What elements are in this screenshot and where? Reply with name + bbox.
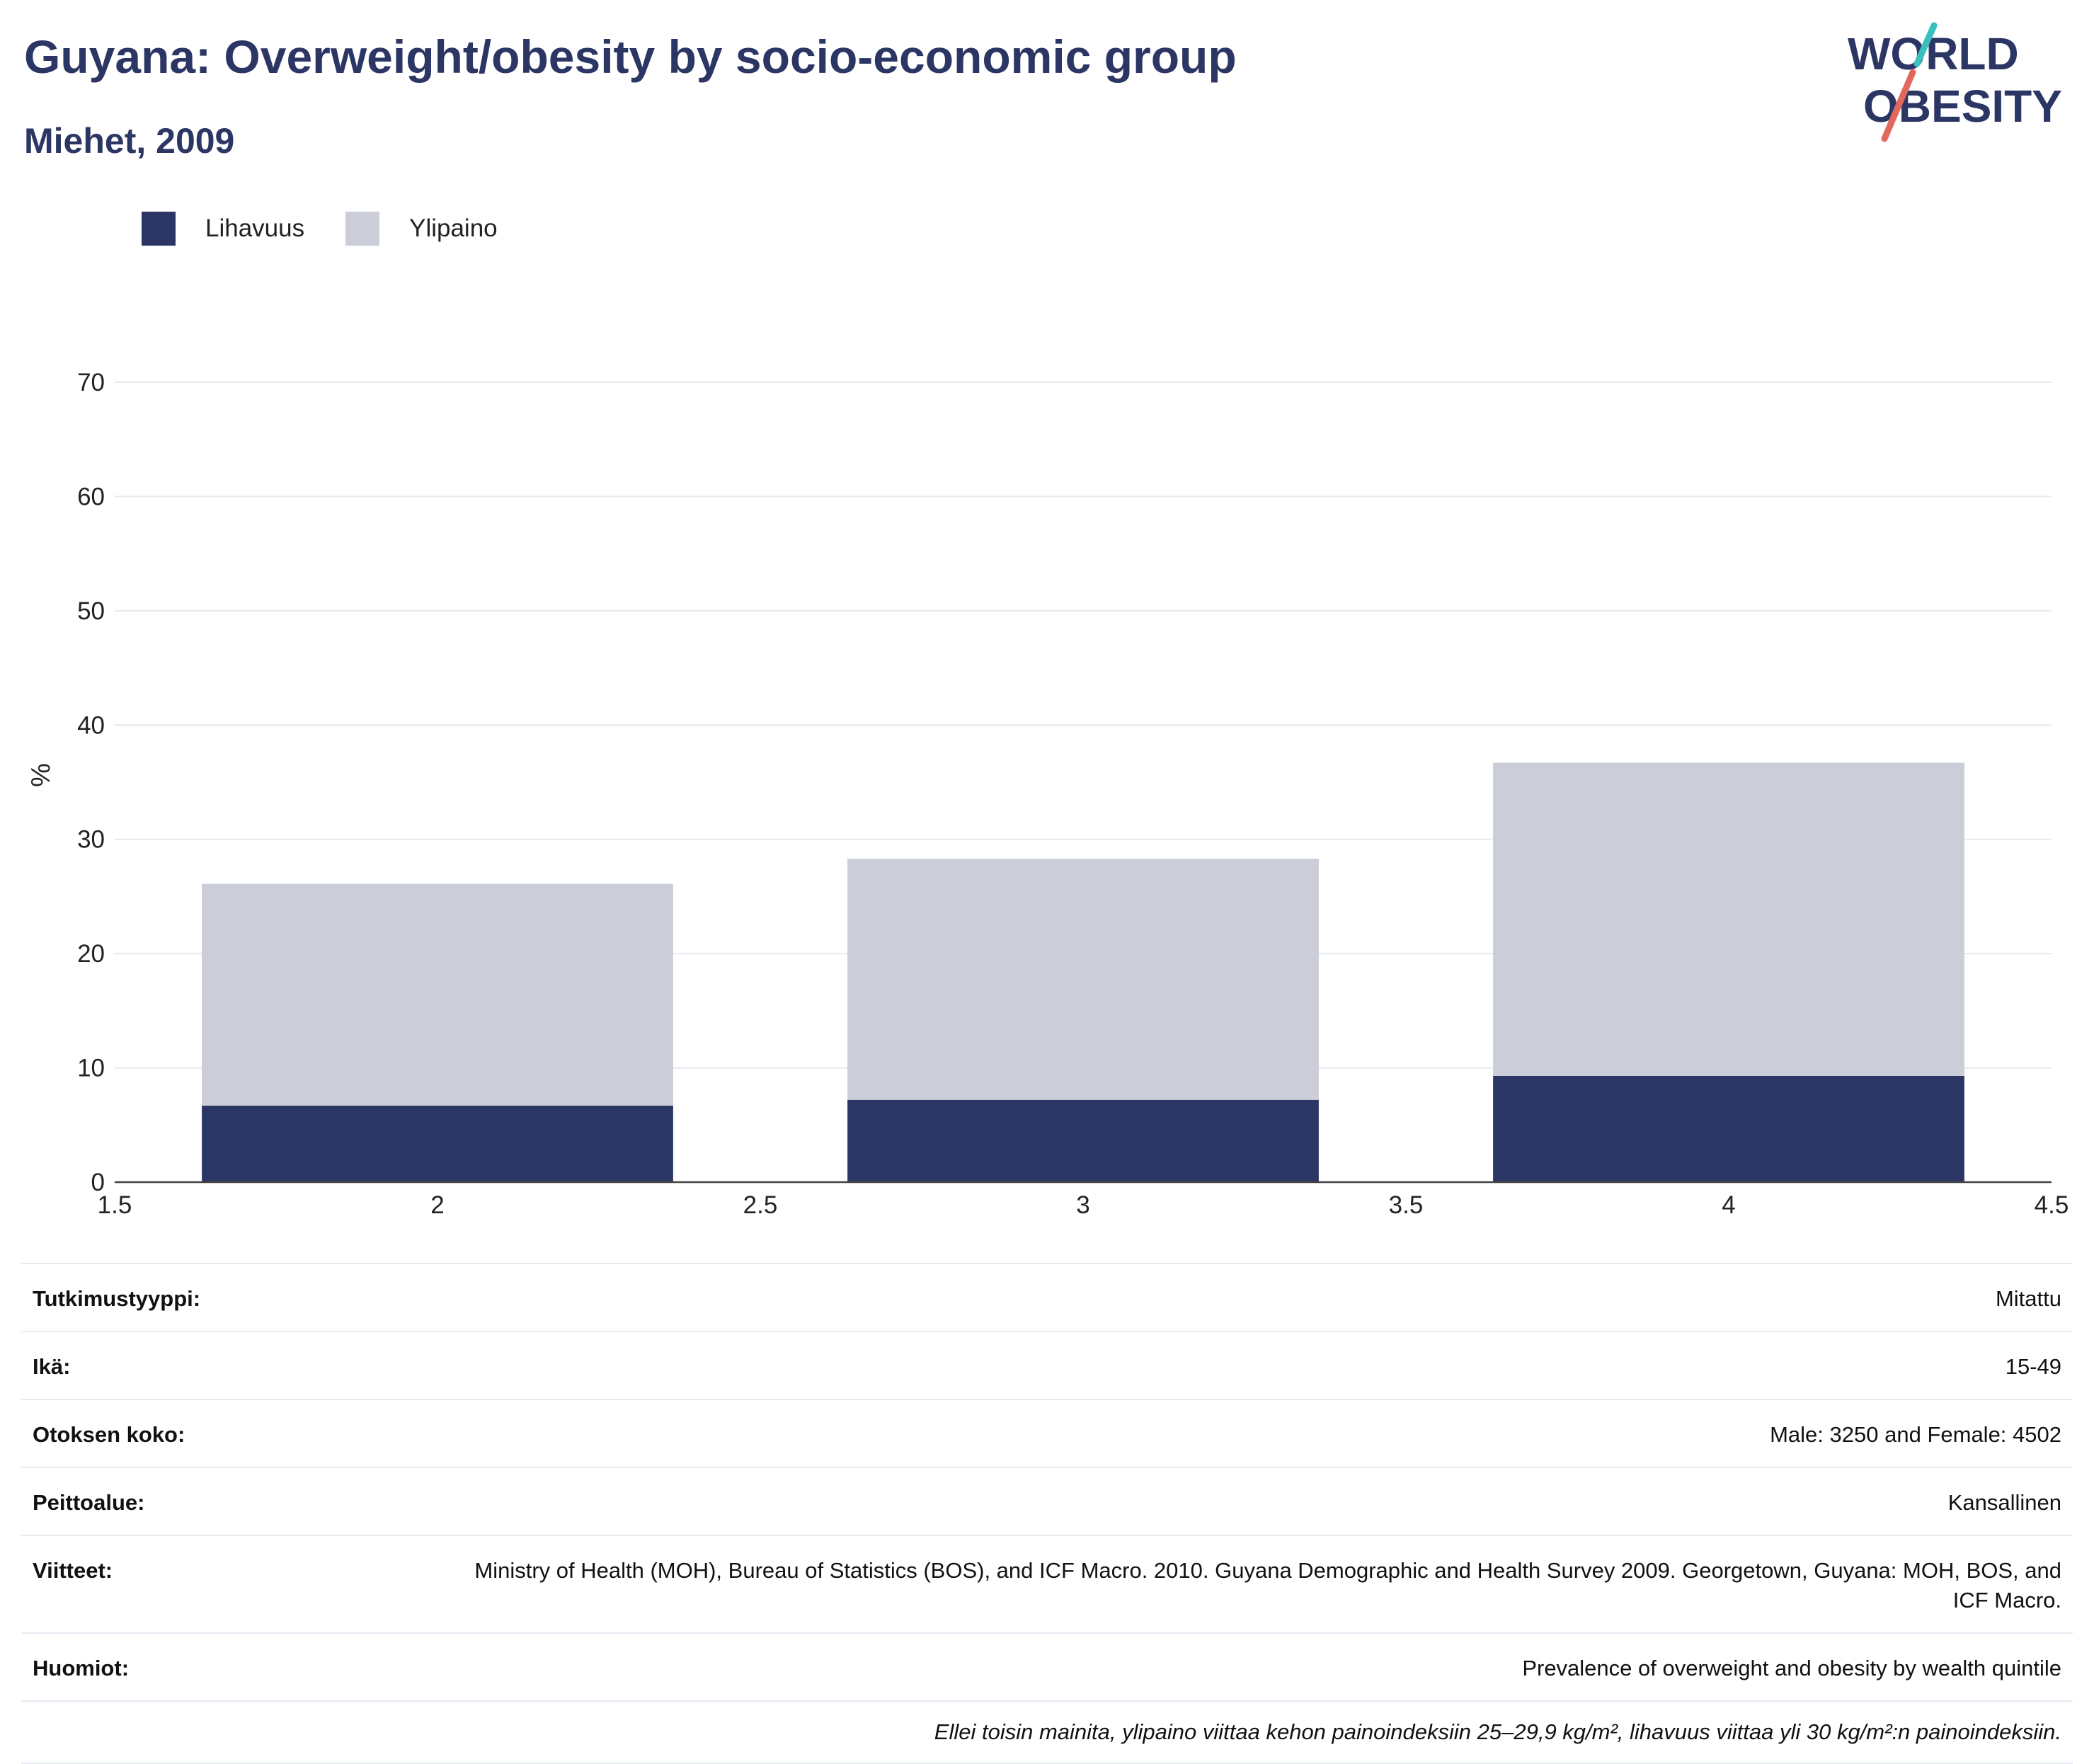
info-key: Viitteet: (33, 1558, 113, 1583)
x-tick-label: 2.5 (743, 1191, 778, 1219)
chart-subtitle: Miehet, 2009 (24, 121, 235, 161)
y-tick-label: 70 (77, 369, 105, 396)
bar-obesity (847, 1099, 1319, 1182)
info-value: Prevalence of overweight and obesity by … (1522, 1656, 2061, 1680)
logo-slash-red (1881, 69, 1916, 142)
bar-chart: 0 10 20 30 40 50 60 70 1.5 2 2.5 3 3.5 4 4.5% (26, 369, 2069, 1219)
info-value: 15-49 (2005, 1354, 2061, 1379)
info-value: Kansallinen (1947, 1490, 2061, 1515)
info-row-study-type: Tutkimustyyppi: Mitattu (21, 1264, 2073, 1332)
x-tick-label: 4 (1722, 1191, 1735, 1219)
y-tick-label: 40 (77, 711, 105, 739)
x-tick-label: 3 (1076, 1191, 1089, 1219)
info-key: Otoksen koko: (33, 1422, 185, 1447)
y-tick-label: 60 (77, 483, 105, 510)
x-tick-label: 2 (430, 1191, 444, 1219)
info-value: Mitattu (1995, 1286, 2061, 1311)
info-key: Peittoalue: (33, 1490, 145, 1515)
info-key: Huomiot: (33, 1656, 130, 1680)
logo-slash-teal (1913, 22, 1938, 67)
y-tick-label: 30 (77, 826, 105, 854)
legend-label-overweight: Ylipaino (409, 214, 498, 242)
bar-overweight (847, 859, 1319, 1100)
bar-obesity (202, 1105, 673, 1182)
info-value: Ministry of Health (MOH), Bureau of Stat… (474, 1558, 2061, 1613)
chart-title: Guyana: Overweight/obesity by socio-econ… (24, 30, 1237, 83)
legend-label-obesity: Lihavuus (205, 214, 305, 242)
chart-legend: Lihavuus Ylipaino (142, 211, 539, 246)
legend-swatch-overweight (345, 212, 380, 246)
info-row-notes: Huomiot: Prevalence of overweight and ob… (21, 1634, 2073, 1702)
world-obesity-logo-graphic: WORLD OBESITY (1848, 22, 2062, 142)
x-tick-label: 3.5 (1389, 1191, 1424, 1219)
logo-word-1: WORLD (1848, 28, 2019, 79)
y-tick-label: 10 (77, 1055, 105, 1082)
info-row-references: Viitteet: Ministry of Health (MOH), Bure… (21, 1536, 2073, 1634)
world-obesity-logo: WORLD OBESITY (1848, 21, 2081, 149)
bar-overweight (202, 883, 673, 1106)
x-tick-label: 4.5 (2035, 1191, 2069, 1219)
bar-overweight (1493, 762, 1964, 1076)
info-row-footnote: Ellei toisin mainita, ylipaino viittaa k… (21, 1702, 2073, 1764)
info-value: Male: 3250 and Female: 4502 (1770, 1422, 2061, 1447)
info-row-coverage: Peittoalue: Kansallinen (21, 1468, 2073, 1536)
y-tick-label: 20 (77, 940, 105, 968)
info-row-age: Ikä: 15-49 (21, 1332, 2073, 1400)
footnote: Ellei toisin mainita, ylipaino viittaa k… (934, 1719, 2061, 1744)
legend-item-obesity: Lihavuus (142, 212, 304, 246)
legend-swatch-obesity (142, 212, 176, 246)
y-axis-label: % (26, 763, 56, 787)
y-tick-label: 50 (77, 597, 105, 625)
legend-item-overweight: Ylipaino (345, 212, 498, 246)
info-key: Ikä: (33, 1354, 71, 1379)
bar-obesity (1493, 1075, 1964, 1182)
info-row-sample-size: Otoksen koko: Male: 3250 and Female: 450… (21, 1400, 2073, 1468)
info-table: Tutkimustyyppi: Mitattu Ikä: 15-49 Otoks… (21, 1263, 2073, 1764)
y-tick-label: 0 (91, 1169, 105, 1196)
info-key: Tutkimustyyppi: (33, 1286, 201, 1311)
x-tick-label: 1.5 (98, 1191, 132, 1219)
